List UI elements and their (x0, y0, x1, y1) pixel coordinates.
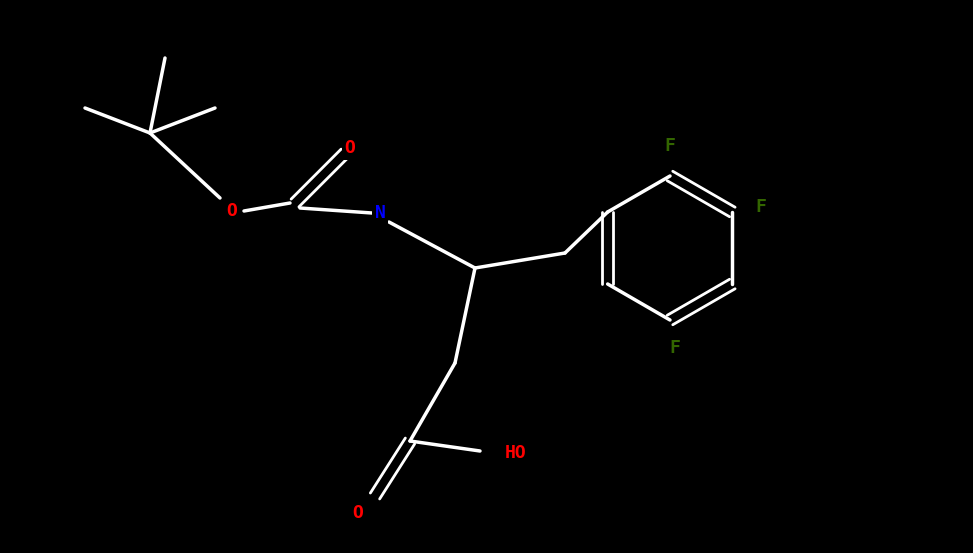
Text: F: F (665, 137, 675, 155)
Text: O: O (344, 139, 355, 157)
Text: N: N (375, 204, 385, 222)
Text: O: O (227, 202, 237, 220)
Text: F: F (755, 198, 766, 216)
Text: O: O (352, 504, 364, 522)
Text: F: F (669, 339, 680, 357)
Text: HO: HO (505, 444, 526, 462)
